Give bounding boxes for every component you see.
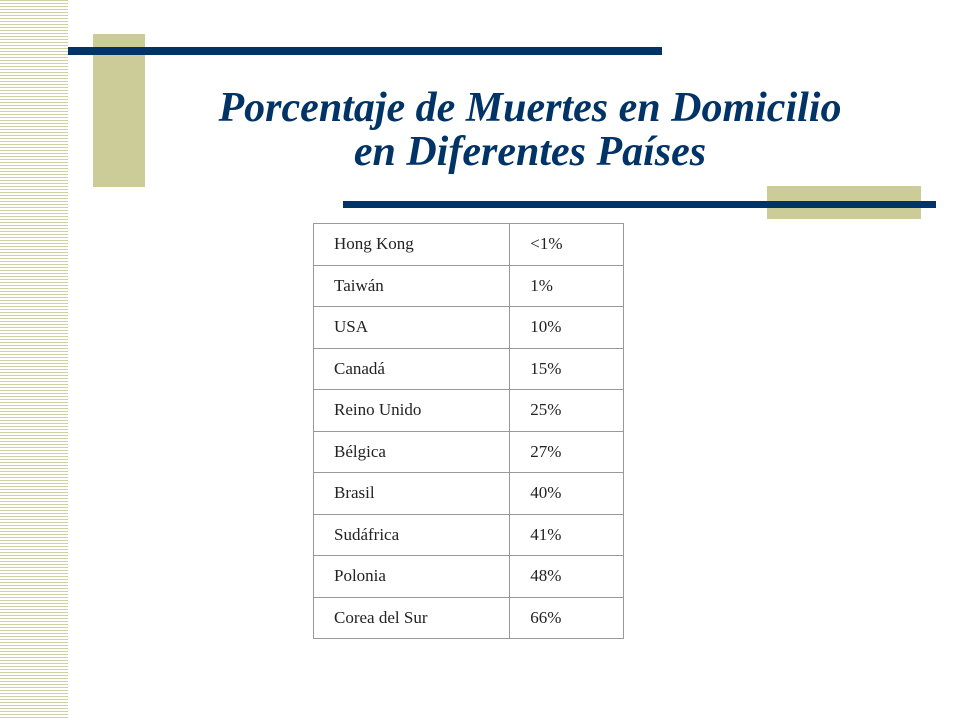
table-row: Taiwán 1% — [312, 264, 624, 307]
percentage-cell: 27% — [509, 430, 624, 473]
table-row: USA 10% — [312, 306, 624, 349]
table-row: Corea del Sur 66% — [312, 596, 624, 639]
percentage-cell: 66% — [509, 596, 624, 639]
decorative-stripes — [0, 0, 68, 720]
percentage-cell: 1% — [509, 264, 624, 307]
percentage-cell: 48% — [509, 555, 624, 598]
country-cell: Sudáfrica — [312, 513, 511, 556]
table-row: Reino Unido 25% — [312, 389, 624, 432]
table-row: Brasil 40% — [312, 472, 624, 515]
country-cell: Corea del Sur — [312, 596, 511, 639]
percentage-cell: 10% — [509, 306, 624, 349]
decorative-bar-bottom — [343, 201, 936, 208]
country-cell: Taiwán — [312, 264, 511, 307]
death-percentage-table: Hong Kong <1% Taiwán 1% USA 10% Canadá 1… — [312, 223, 624, 639]
slide-title-line-1: Porcentaje de Muertes en Domicilio — [218, 85, 842, 131]
country-cell: USA — [312, 306, 511, 349]
table-row: Hong Kong <1% — [312, 223, 624, 266]
country-cell: Polonia — [312, 555, 511, 598]
percentage-cell: 40% — [509, 472, 624, 515]
table-row: Sudáfrica 41% — [312, 513, 624, 556]
country-cell: Bélgica — [312, 430, 511, 473]
slide-title: Porcentaje de Muertes en Domicilio en Di… — [150, 86, 910, 174]
table-row: Bélgica 27% — [312, 430, 624, 473]
slide-title-line-2: en Diferentes Países — [353, 129, 707, 175]
country-cell: Canadá — [312, 347, 511, 390]
table-row: Polonia 48% — [312, 555, 624, 598]
country-cell: Hong Kong — [312, 223, 511, 266]
country-cell: Reino Unido — [312, 389, 511, 432]
percentage-cell: 41% — [509, 513, 624, 556]
table-row: Canadá 15% — [312, 347, 624, 390]
decorative-bar-top — [68, 47, 662, 55]
percentage-cell: 25% — [509, 389, 624, 432]
percentage-cell: 15% — [509, 347, 624, 390]
country-cell: Brasil — [312, 472, 511, 515]
decorative-block-top — [93, 34, 145, 187]
percentage-cell: <1% — [509, 223, 624, 266]
